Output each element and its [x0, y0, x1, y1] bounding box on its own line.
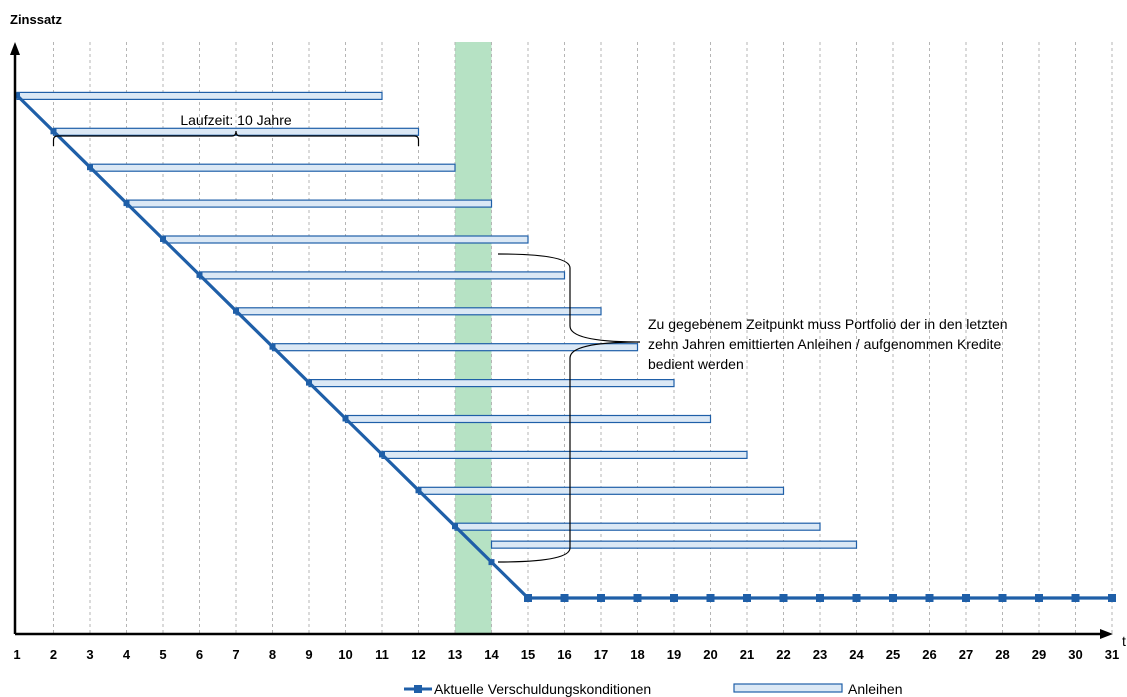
x-tick-labels: 1 2 3 4 5 6 7 8 9 10 11 12 13 14 15 16 17 18 19 20 21 22 23 24 2…: [13, 647, 1119, 662]
x-tick-30: 30: [1068, 647, 1082, 662]
bond-bar-6: [198, 271, 566, 280]
rate-marker-10: [342, 415, 349, 422]
rate-line: [14, 92, 1116, 602]
rate-marker-29: [1035, 594, 1043, 602]
rate-marker-15: [524, 594, 532, 602]
x-axis-label: t: [1122, 633, 1126, 649]
x-axis-arrow: [1100, 629, 1113, 639]
rate-marker-17: [597, 594, 605, 602]
x-tick-8: 8: [269, 647, 276, 662]
legend-bar-swatch: [733, 683, 843, 693]
rate-marker-12: [415, 487, 422, 494]
rate-marker-3: [87, 164, 93, 171]
rate-marker-11: [379, 451, 385, 458]
rate-marker-28: [998, 594, 1007, 602]
x-tick-12: 12: [411, 647, 425, 662]
x-tick-23: 23: [813, 647, 827, 662]
rate-marker-23: [816, 594, 824, 602]
rate-marker-31: [1108, 594, 1116, 602]
x-tick-13: 13: [448, 647, 462, 662]
rate-marker-4: [123, 200, 130, 207]
x-tick-28: 28: [995, 647, 1009, 662]
x-tick-5: 5: [159, 647, 166, 662]
rate-marker-16: [560, 594, 569, 602]
x-tick-29: 29: [1032, 647, 1046, 662]
portfolio-brace: [497, 253, 641, 563]
x-tick-19: 19: [667, 647, 681, 662]
laufzeit-brace: [52, 130, 420, 146]
legend: Aktuelle Verschuldungskonditionen Anleih…: [404, 681, 903, 697]
rate-marker-5: [160, 236, 166, 242]
x-tick-10: 10: [338, 647, 352, 662]
annotations: Laufzeit: 10 Jahre Zu gegebenem Zeitpunk…: [52, 112, 1008, 563]
rate-marker-9: [306, 379, 312, 386]
axes: [10, 42, 1113, 639]
bond-bar-14: [490, 540, 858, 549]
bond-bar-7: [235, 307, 602, 316]
rate-marker-19: [670, 594, 678, 602]
portfolio-note-line-1: Zu gegebenem Zeitpunkt muss Portfolio de…: [648, 316, 1008, 332]
x-tick-1: 1: [13, 647, 20, 662]
rate-marker-2: [50, 128, 57, 135]
rate-marker-7: [233, 307, 239, 314]
x-tick-14: 14: [484, 647, 499, 662]
rate-marker-18: [633, 594, 642, 602]
rate-marker-27: [962, 594, 970, 602]
x-tick-2: 2: [50, 647, 57, 662]
x-tick-4: 4: [123, 647, 131, 662]
rate-marker-13: [452, 523, 458, 530]
bond-bar-12: [417, 486, 785, 495]
bond-bar-9: [308, 379, 675, 388]
bond-bar-3: [89, 163, 456, 172]
portfolio-note-line-2: zehn Jahren emittierten Anleihen / aufge…: [648, 336, 1002, 352]
rate-marker-8: [269, 343, 276, 350]
x-tick-6: 6: [196, 647, 203, 662]
x-tick-18: 18: [630, 647, 644, 662]
y-axis-arrow: [10, 42, 20, 55]
rate-marker-21: [743, 594, 751, 602]
legend-item-bars: Anleihen: [848, 681, 903, 697]
x-tick-7: 7: [232, 647, 239, 662]
vertical-gridlines: [53, 42, 1113, 634]
x-tick-24: 24: [849, 647, 864, 662]
highlight-band: [455, 42, 492, 634]
x-tick-27: 27: [959, 647, 973, 662]
x-tick-3: 3: [86, 647, 93, 662]
bond-bar-5: [162, 235, 529, 244]
bond-bar-11: [381, 450, 748, 459]
bond-bar-1: [16, 91, 383, 101]
x-tick-11: 11: [375, 647, 389, 662]
x-tick-21: 21: [740, 647, 754, 662]
rate-marker-26: [925, 594, 934, 602]
x-tick-20: 20: [703, 647, 717, 662]
rate-marker-22: [779, 594, 788, 602]
x-tick-15: 15: [521, 647, 535, 662]
rate-marker-20: [706, 594, 715, 602]
x-tick-16: 16: [557, 647, 571, 662]
x-tick-9: 9: [305, 647, 312, 662]
x-tick-26: 26: [922, 647, 936, 662]
rate-marker-30: [1071, 594, 1080, 602]
rate-marker-6: [196, 271, 203, 278]
portfolio-note-line-3: bedient werden: [648, 356, 744, 372]
rate-marker-1: [14, 92, 20, 99]
highlight-band-rect: [455, 42, 492, 634]
legend-item-line: Aktuelle Verschuldungskonditionen: [434, 681, 651, 697]
laufzeit-label: Laufzeit: 10 Jahre: [180, 112, 292, 128]
bond-bar-4: [125, 199, 493, 208]
x-tick-25: 25: [886, 647, 900, 662]
legend-marker-swatch: [414, 685, 422, 693]
x-tick-31: 31: [1105, 647, 1119, 662]
x-tick-17: 17: [594, 647, 608, 662]
y-axis-label: Zinssatz: [10, 12, 63, 27]
bond-bar-13: [454, 522, 821, 531]
rate-marker-25: [889, 594, 897, 602]
rate-marker-14: [488, 559, 495, 566]
x-tick-22: 22: [776, 647, 790, 662]
rate-marker-24: [852, 594, 861, 602]
bond-bar-10: [344, 414, 712, 424]
